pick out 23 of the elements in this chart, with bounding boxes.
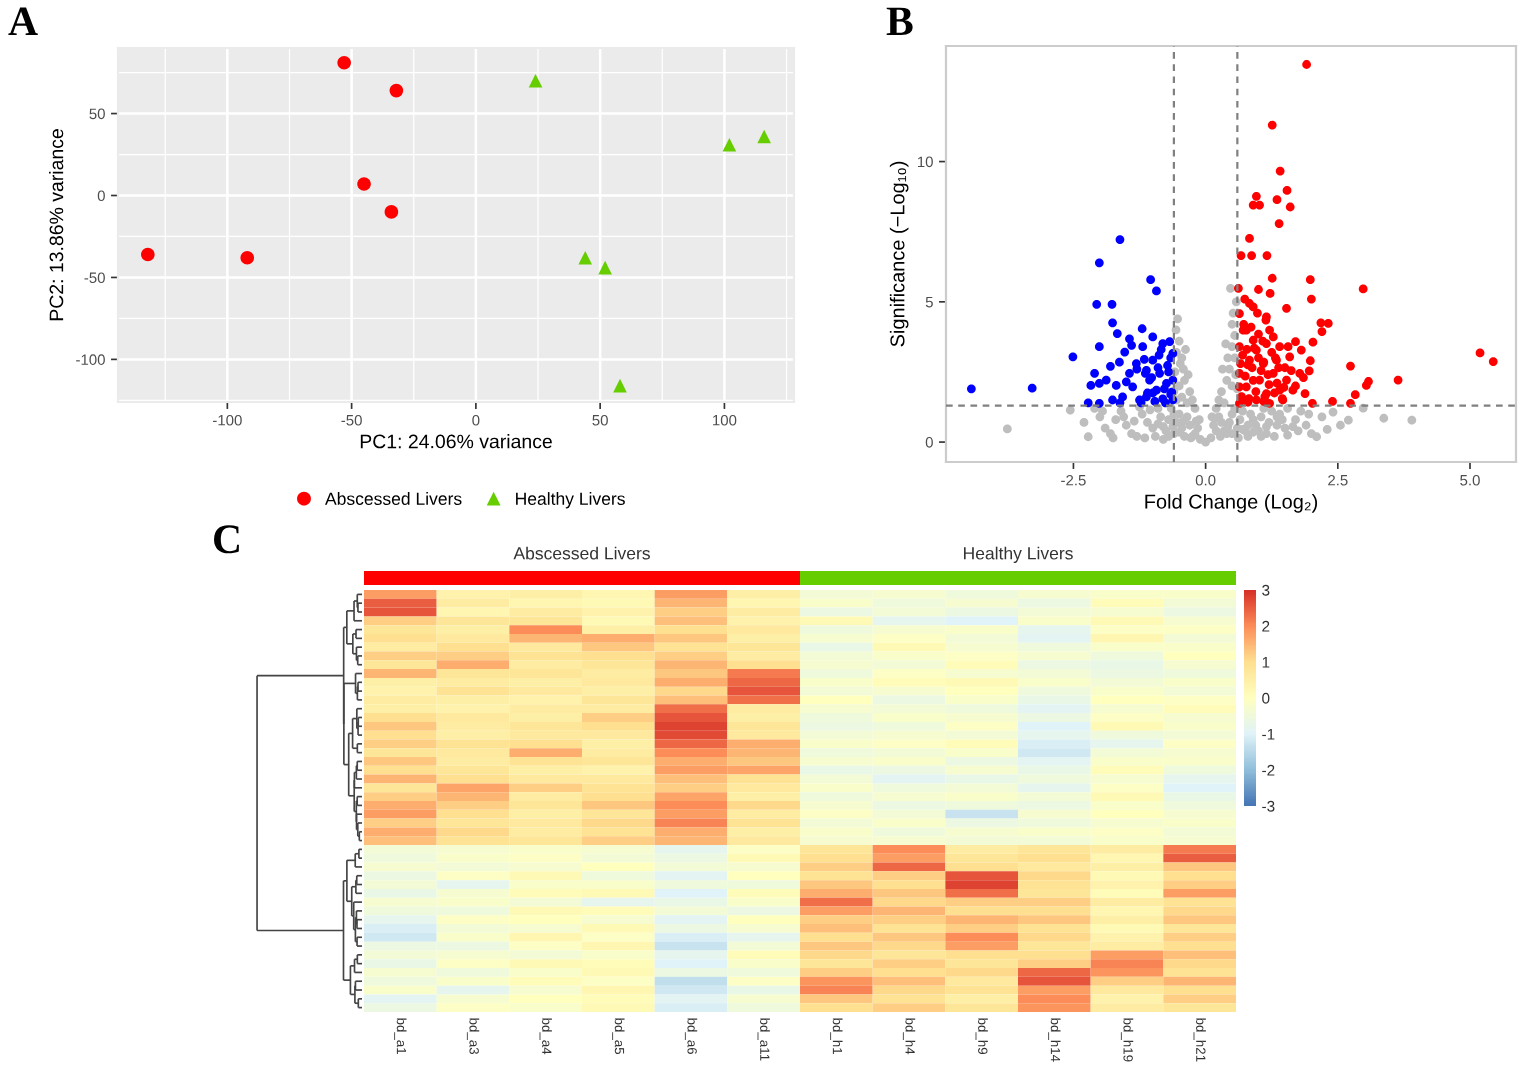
text: Healthy Livers	[964, 546, 1073, 563]
y-axis-title: PC2: 13.86% variance	[49, 129, 64, 321]
point	[757, 129, 771, 144]
point	[722, 137, 737, 152]
chart-title: A	[8, 7, 38, 35]
point	[598, 260, 612, 275]
point	[389, 83, 404, 98]
point	[337, 55, 351, 70]
x-axis-title: PC1: 24.06% variance	[360, 434, 552, 449]
text: Abscessed Livers	[513, 546, 650, 560]
point	[357, 177, 371, 191]
x-axis-title: Fold Change (Log₂)	[1145, 494, 1318, 513]
chart-title: C	[214, 525, 239, 554]
point	[384, 205, 399, 219]
chart-title: B	[886, 7, 913, 36]
point	[578, 250, 593, 265]
y-axis-title: Significance (−Log₁₀)	[889, 161, 909, 347]
point	[141, 247, 155, 262]
point	[240, 250, 255, 265]
legend-label: Healthy Livers	[516, 492, 625, 509]
point	[528, 73, 543, 88]
point	[613, 378, 627, 393]
legend-label: Abscessed Livers	[325, 492, 462, 505]
